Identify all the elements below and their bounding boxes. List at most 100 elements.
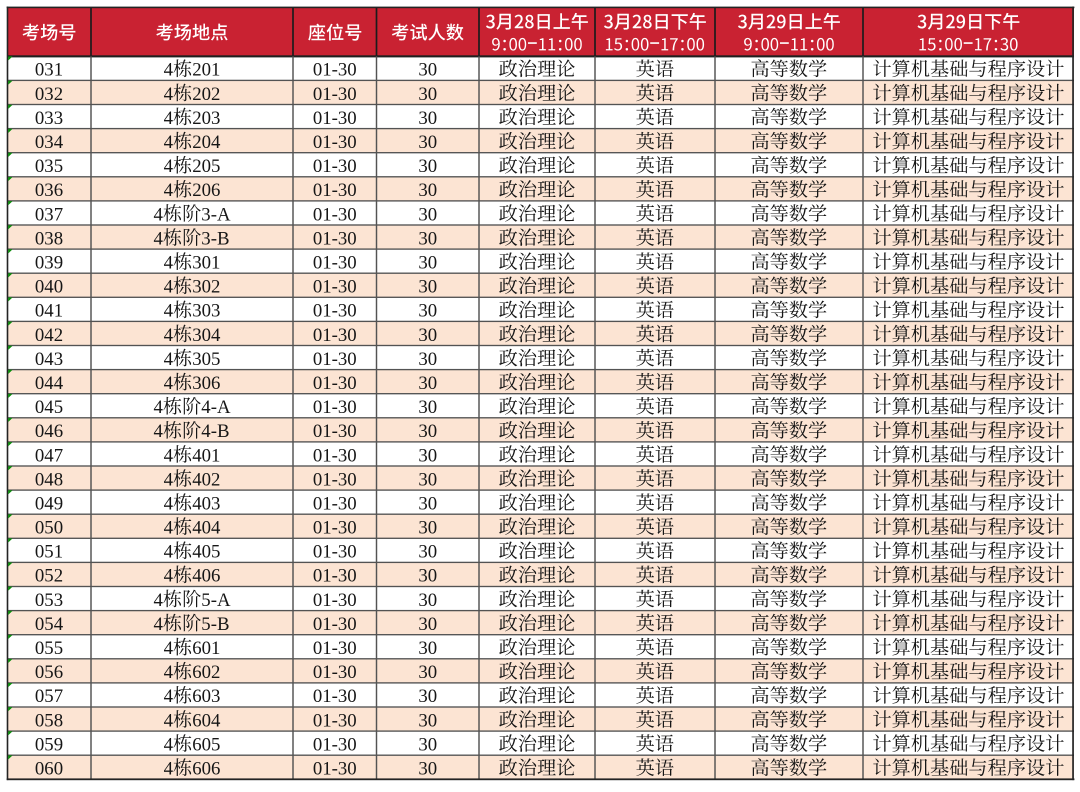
svg-text:30: 30 bbox=[418, 253, 437, 274]
svg-text:30: 30 bbox=[418, 301, 437, 322]
svg-text:01-30: 01-30 bbox=[313, 686, 357, 707]
svg-text:054: 054 bbox=[35, 614, 64, 635]
svg-text:304: 304 bbox=[192, 325, 221, 346]
svg-text:30: 30 bbox=[418, 228, 437, 249]
svg-text:30: 30 bbox=[418, 325, 437, 346]
svg-text:047: 047 bbox=[35, 445, 63, 466]
svg-text:3-B: 3-B bbox=[201, 228, 229, 249]
svg-text:4: 4 bbox=[164, 638, 174, 659]
svg-text:4: 4 bbox=[164, 84, 174, 105]
svg-text:4: 4 bbox=[164, 156, 174, 177]
svg-text:036: 036 bbox=[35, 180, 63, 201]
svg-text:01-30: 01-30 bbox=[313, 156, 357, 177]
svg-text:058: 058 bbox=[35, 710, 63, 731]
svg-text:4: 4 bbox=[154, 204, 164, 225]
svg-text:204: 204 bbox=[192, 132, 221, 153]
svg-text:4: 4 bbox=[164, 469, 174, 490]
svg-text:30: 30 bbox=[418, 710, 437, 731]
svg-text:3-A: 3-A bbox=[201, 204, 231, 225]
svg-text:056: 056 bbox=[35, 662, 63, 683]
svg-text:30: 30 bbox=[418, 397, 437, 418]
svg-text:044: 044 bbox=[35, 373, 64, 394]
svg-text:060: 060 bbox=[35, 759, 63, 780]
svg-text:048: 048 bbox=[35, 469, 63, 490]
svg-text:30: 30 bbox=[418, 132, 437, 153]
svg-text:4: 4 bbox=[164, 518, 174, 539]
svg-text:049: 049 bbox=[35, 494, 63, 515]
svg-text:401: 401 bbox=[192, 445, 220, 466]
svg-text:5-A: 5-A bbox=[201, 590, 231, 611]
svg-text:01-30: 01-30 bbox=[313, 180, 357, 201]
svg-text:4: 4 bbox=[164, 542, 174, 563]
svg-text:037: 037 bbox=[35, 204, 63, 225]
svg-text:305: 305 bbox=[192, 349, 220, 370]
svg-text:059: 059 bbox=[35, 734, 63, 755]
svg-text:01-30: 01-30 bbox=[313, 397, 357, 418]
svg-text:01-30: 01-30 bbox=[313, 614, 357, 635]
svg-text:4: 4 bbox=[164, 759, 174, 780]
svg-text:406: 406 bbox=[192, 566, 220, 587]
svg-text:605: 605 bbox=[192, 734, 220, 755]
svg-text:30: 30 bbox=[418, 638, 437, 659]
svg-text:4: 4 bbox=[164, 686, 174, 707]
svg-text:038: 038 bbox=[35, 228, 63, 249]
svg-text:01-30: 01-30 bbox=[313, 204, 357, 225]
svg-text:5-B: 5-B bbox=[201, 614, 229, 635]
svg-text:203: 203 bbox=[192, 108, 220, 129]
svg-text:01-30: 01-30 bbox=[313, 542, 357, 563]
svg-text:30: 30 bbox=[418, 469, 437, 490]
svg-text:30: 30 bbox=[418, 759, 437, 780]
svg-text:034: 034 bbox=[35, 132, 64, 153]
svg-text:01-30: 01-30 bbox=[313, 325, 357, 346]
svg-text:303: 303 bbox=[192, 301, 220, 322]
svg-text:4: 4 bbox=[164, 494, 174, 515]
svg-text:045: 045 bbox=[35, 397, 63, 418]
svg-text:043: 043 bbox=[35, 349, 63, 370]
svg-text:4: 4 bbox=[164, 325, 174, 346]
svg-text:4: 4 bbox=[164, 253, 174, 274]
svg-text:01-30: 01-30 bbox=[313, 108, 357, 129]
svg-text:4: 4 bbox=[164, 132, 174, 153]
svg-text:01-30: 01-30 bbox=[313, 373, 357, 394]
svg-text:30: 30 bbox=[418, 494, 437, 515]
svg-text:4-A: 4-A bbox=[201, 397, 231, 418]
svg-text:402: 402 bbox=[192, 469, 220, 490]
svg-text:01-30: 01-30 bbox=[313, 759, 357, 780]
svg-text:033: 033 bbox=[35, 108, 63, 129]
svg-text:4: 4 bbox=[164, 108, 174, 129]
svg-text:01-30: 01-30 bbox=[313, 445, 357, 466]
svg-text:01-30: 01-30 bbox=[313, 662, 357, 683]
svg-text:302: 302 bbox=[192, 277, 220, 298]
svg-text:4-B: 4-B bbox=[201, 421, 229, 442]
svg-text:405: 405 bbox=[192, 542, 220, 563]
svg-text:055: 055 bbox=[35, 638, 63, 659]
svg-text:30: 30 bbox=[418, 421, 437, 442]
svg-text:4: 4 bbox=[154, 590, 164, 611]
svg-text:201: 201 bbox=[192, 60, 220, 81]
svg-text:202: 202 bbox=[192, 84, 220, 105]
svg-text:046: 046 bbox=[35, 421, 63, 442]
svg-text:30: 30 bbox=[418, 277, 437, 298]
svg-text:602: 602 bbox=[192, 662, 220, 683]
svg-text:604: 604 bbox=[192, 710, 221, 731]
svg-text:01-30: 01-30 bbox=[313, 253, 357, 274]
svg-text:4: 4 bbox=[154, 228, 164, 249]
svg-text:4: 4 bbox=[164, 445, 174, 466]
svg-text:30: 30 bbox=[418, 108, 437, 129]
svg-text:01-30: 01-30 bbox=[313, 277, 357, 298]
svg-text:306: 306 bbox=[192, 373, 220, 394]
svg-text:01-30: 01-30 bbox=[313, 494, 357, 515]
svg-text:042: 042 bbox=[35, 325, 63, 346]
svg-text:205: 205 bbox=[192, 156, 220, 177]
svg-text:01-30: 01-30 bbox=[313, 349, 357, 370]
svg-text:30: 30 bbox=[418, 156, 437, 177]
svg-text:01-30: 01-30 bbox=[313, 734, 357, 755]
svg-text:4: 4 bbox=[164, 734, 174, 755]
svg-text:601: 601 bbox=[192, 638, 220, 659]
svg-text:4: 4 bbox=[164, 301, 174, 322]
svg-text:4: 4 bbox=[164, 710, 174, 731]
svg-text:30: 30 bbox=[418, 518, 437, 539]
svg-text:01-30: 01-30 bbox=[313, 132, 357, 153]
svg-text:035: 035 bbox=[35, 156, 63, 177]
svg-text:050: 050 bbox=[35, 518, 63, 539]
